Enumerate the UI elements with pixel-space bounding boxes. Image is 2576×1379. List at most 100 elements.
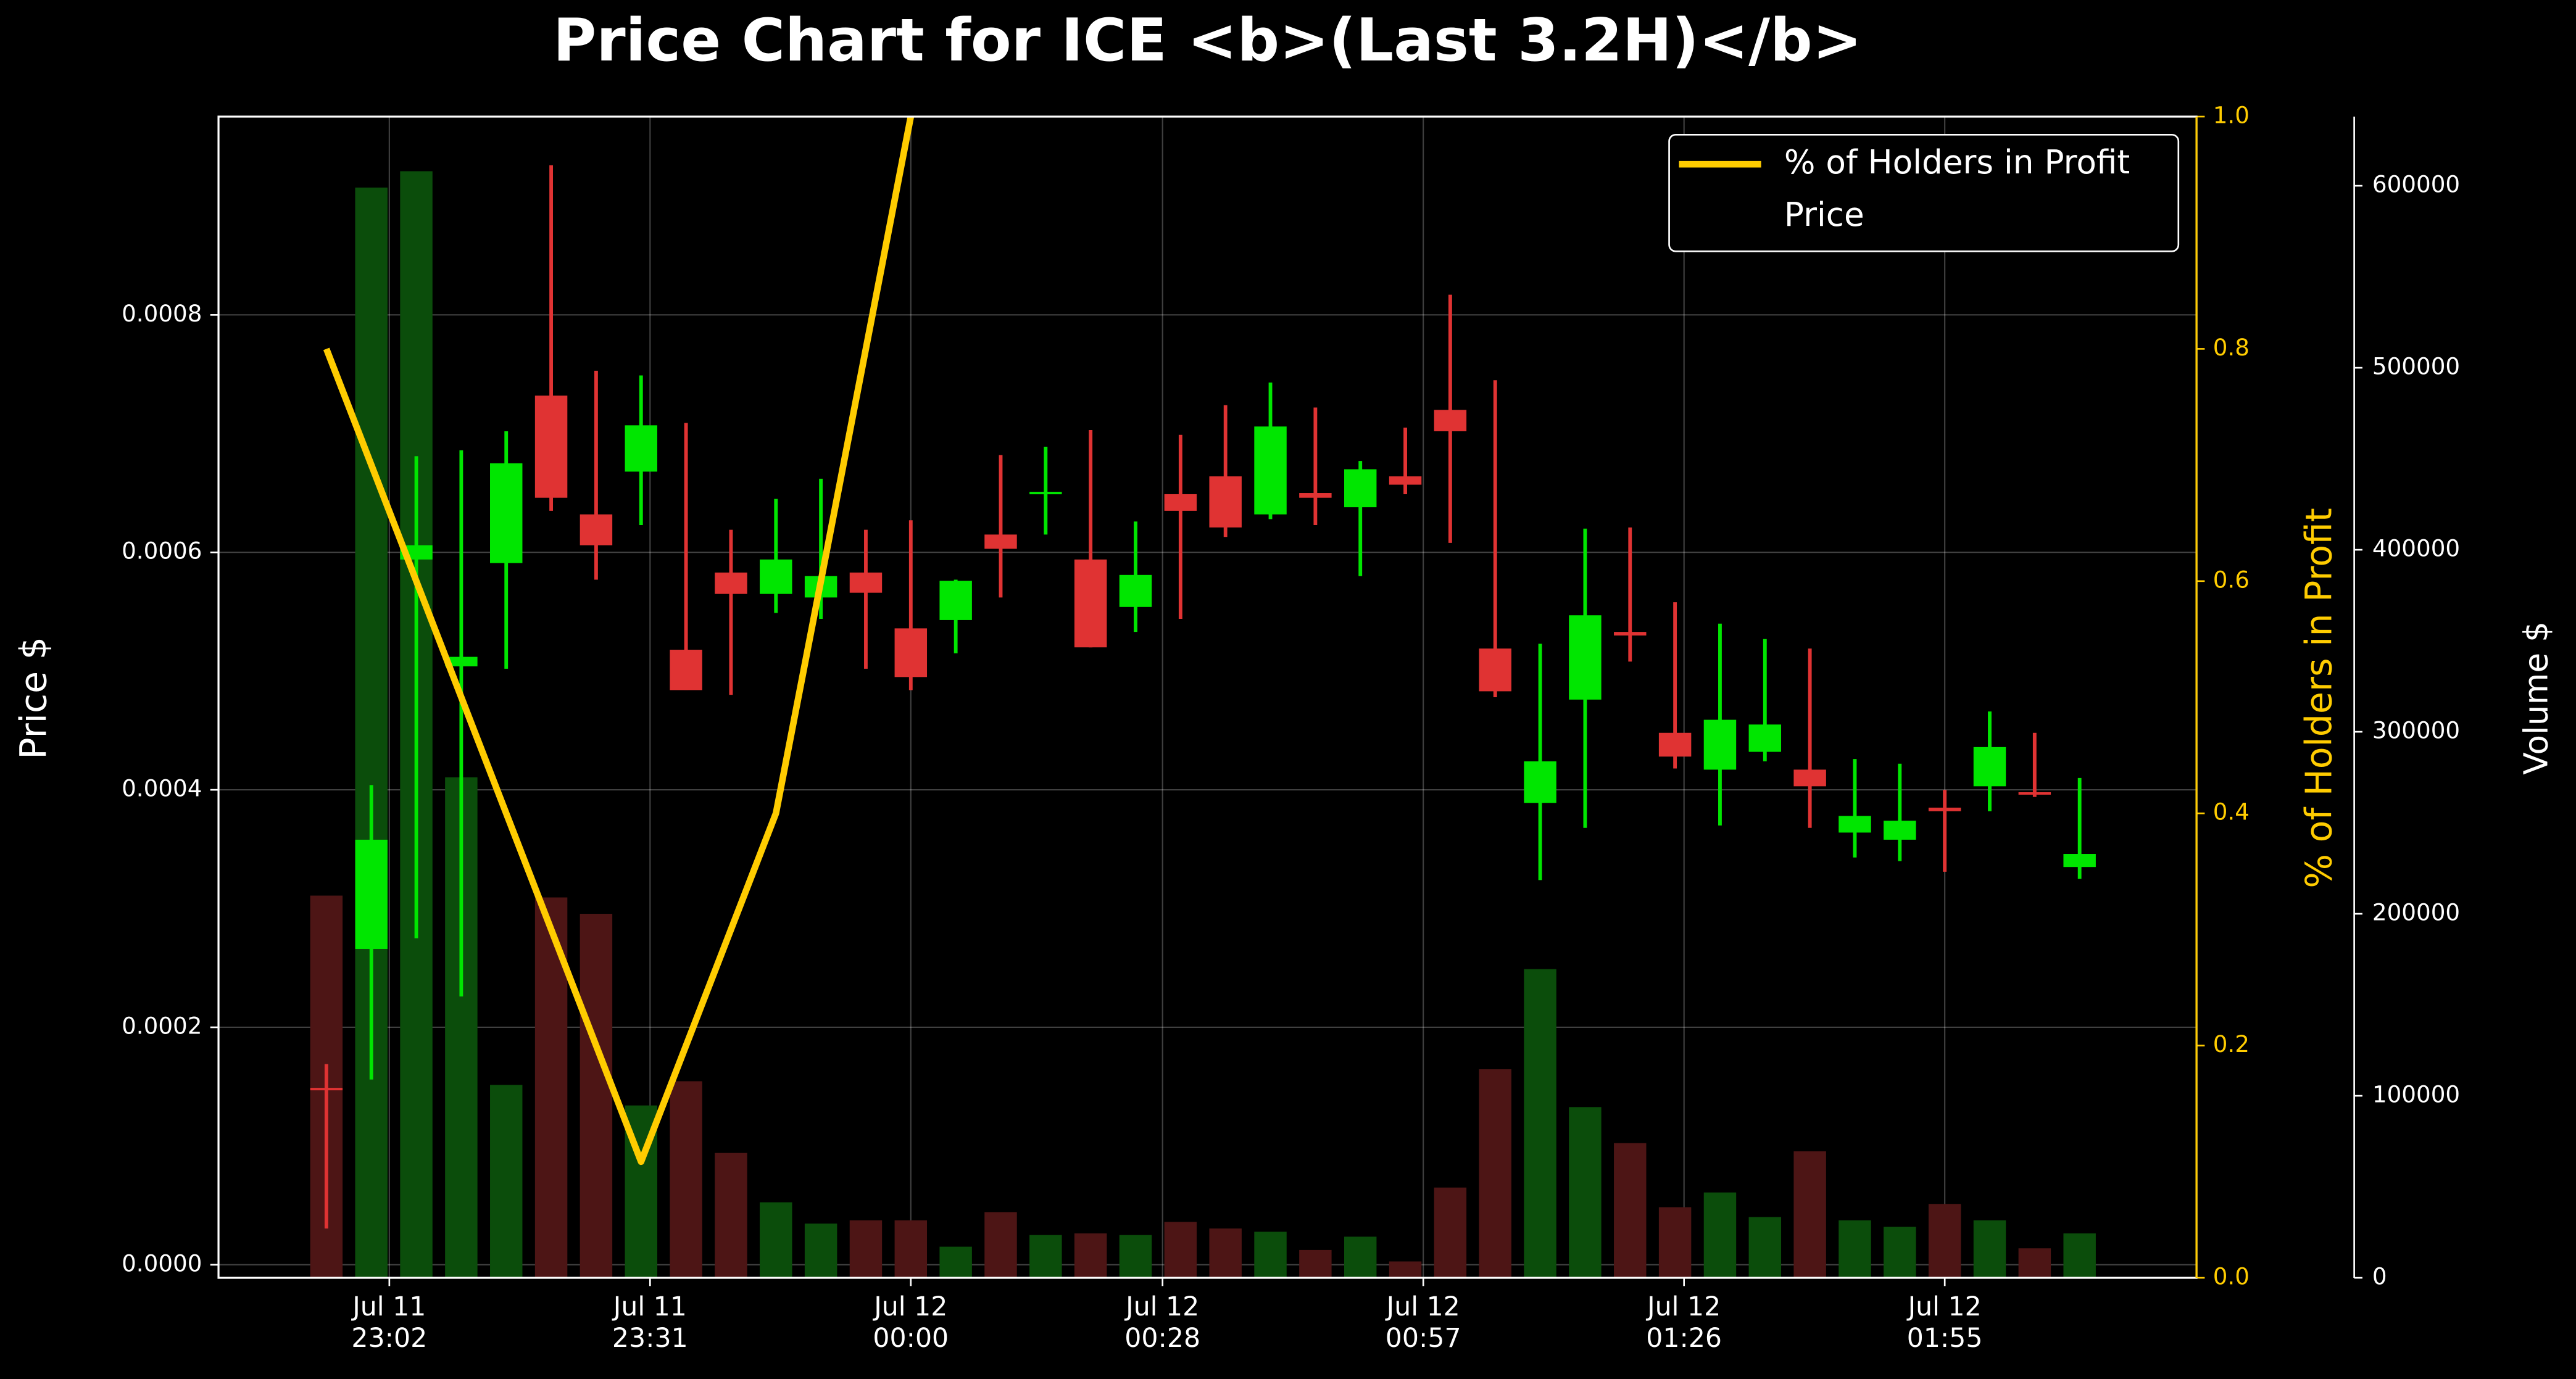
y3-tick-label: 500000 <box>2372 353 2460 380</box>
volume-bar <box>804 1224 837 1278</box>
y2-tick-label: 0.0 <box>2213 1263 2250 1290</box>
candle-body <box>1434 410 1467 431</box>
volume-bar <box>984 1212 1017 1278</box>
candle-body <box>1928 807 1961 811</box>
y-tick-label: 0.0006 <box>122 537 202 565</box>
candle-body <box>580 514 613 545</box>
y3-axis-label: Volume $ <box>2517 621 2555 775</box>
candle-body <box>1254 426 1287 515</box>
volume-bar <box>1344 1236 1377 1278</box>
volume-bar <box>1119 1235 1152 1278</box>
candle-body <box>445 656 478 666</box>
x-tick-label-box: Jul 11 23:02 <box>351 1291 427 1354</box>
candle-body <box>1164 494 1197 511</box>
x-tick-label-box: Jul 12 00:57 <box>1385 1291 1461 1354</box>
legend-label: % of Holders in Profit <box>1784 143 2130 181</box>
volume-bar <box>1524 969 1556 1278</box>
volume-bar <box>1479 1069 1511 1278</box>
candle-body <box>1209 476 1242 528</box>
x-tick-label: Jul 12 00:57 <box>1385 1291 1461 1354</box>
y2-tick-label: 0.6 <box>2213 566 2250 593</box>
volume-bar <box>715 1153 747 1278</box>
candle-body <box>310 1088 343 1091</box>
candle-body <box>1119 574 1152 607</box>
y2-tick-label: 0.8 <box>2213 334 2250 361</box>
volume-bar <box>1389 1261 1422 1278</box>
candle-body <box>849 572 883 593</box>
candle-body <box>715 572 747 594</box>
y2-tick-label: 0.2 <box>2213 1030 2250 1058</box>
candle-body <box>1569 615 1602 700</box>
candle-body <box>1884 821 1916 840</box>
candle-body <box>355 839 388 949</box>
candle-body <box>984 534 1017 549</box>
y-tick-label: 0.0002 <box>122 1012 202 1039</box>
candle-body <box>1524 761 1556 803</box>
candle-body <box>1839 816 1871 833</box>
volume-bar <box>1164 1222 1197 1278</box>
volume-bar <box>849 1220 883 1278</box>
y3-tick-label: 400000 <box>2372 535 2460 562</box>
candle-body <box>670 650 702 690</box>
y-tick-label: 0.0000 <box>122 1249 202 1277</box>
candle-body <box>625 425 657 472</box>
y-tick-label: 0.0008 <box>122 300 202 327</box>
x-tick-label-box: Jul 12 01:55 <box>1907 1291 1983 1354</box>
chart-title: Price Chart for ICE <b>(Last 3.2H)</b> <box>553 6 1862 75</box>
volume-bar <box>490 1085 523 1278</box>
volume-bar <box>1254 1232 1287 1278</box>
candle-body <box>1793 769 1826 787</box>
y3-tick-label: 100000 <box>2372 1081 2460 1108</box>
x-tick-label: Jul 12 00:28 <box>1124 1291 1201 1354</box>
x-tick-label: Jul 12 01:26 <box>1646 1291 1722 1354</box>
x-tick-label-box: Jul 12 00:28 <box>1124 1291 1201 1354</box>
x-tick-label: Jul 11 23:31 <box>612 1291 688 1354</box>
candle-body <box>534 395 568 498</box>
y3-tick-label: 200000 <box>2372 899 2460 926</box>
candle-body <box>2018 792 2051 795</box>
volume-bar <box>2063 1233 2096 1278</box>
y2-tick-label: 0.4 <box>2213 798 2250 826</box>
volume-bar <box>1839 1220 1871 1278</box>
legend-label: Price <box>1784 196 1864 234</box>
volume-bar <box>1569 1107 1602 1278</box>
volume-bar <box>580 914 613 1278</box>
x-tick-label-box: Jul 12 01:26 <box>1646 1291 1722 1354</box>
volume-bar <box>1973 1220 2006 1278</box>
y-tick-label: 0.0004 <box>122 775 202 802</box>
volume-bar <box>355 188 388 1278</box>
volume-bar <box>939 1246 972 1278</box>
volume-bar <box>1703 1192 1737 1278</box>
candle-body <box>1074 559 1107 648</box>
holders-line <box>323 117 915 1166</box>
x-tick-label: Jul 12 00:00 <box>873 1291 949 1354</box>
volume-bar <box>1434 1187 1467 1278</box>
volume-bar <box>1074 1233 1107 1278</box>
volume-bar <box>1299 1249 1332 1278</box>
candle-body <box>939 581 972 620</box>
volume-bar <box>1658 1207 1692 1278</box>
candle-body <box>490 463 523 563</box>
volume-bar <box>1209 1228 1242 1278</box>
x-tick-label-box: Jul 12 00:00 <box>873 1291 949 1354</box>
volume-bar <box>1748 1217 1782 1278</box>
y-axis-label: Price $ <box>13 637 55 760</box>
volume-bar <box>894 1220 928 1278</box>
candle-body <box>760 559 792 594</box>
y2-tick-label: 1.0 <box>2213 102 2250 129</box>
volume-bar <box>1884 1227 1916 1278</box>
y2-axis-label: % of Holders in Profit <box>2298 508 2340 888</box>
y3-tick-label: 0 <box>2372 1263 2387 1290</box>
candle-body <box>1299 493 1332 498</box>
volume-bar <box>1793 1151 1826 1278</box>
volume-bar <box>670 1081 702 1278</box>
candle-body <box>2063 854 2096 868</box>
candle-body <box>1389 476 1422 485</box>
x-tick-label-box: Jul 11 23:31 <box>612 1291 688 1354</box>
candle-body <box>894 628 928 677</box>
plot-area <box>310 117 2096 1278</box>
volume-bar <box>1029 1235 1062 1278</box>
candle-body <box>1658 732 1692 757</box>
